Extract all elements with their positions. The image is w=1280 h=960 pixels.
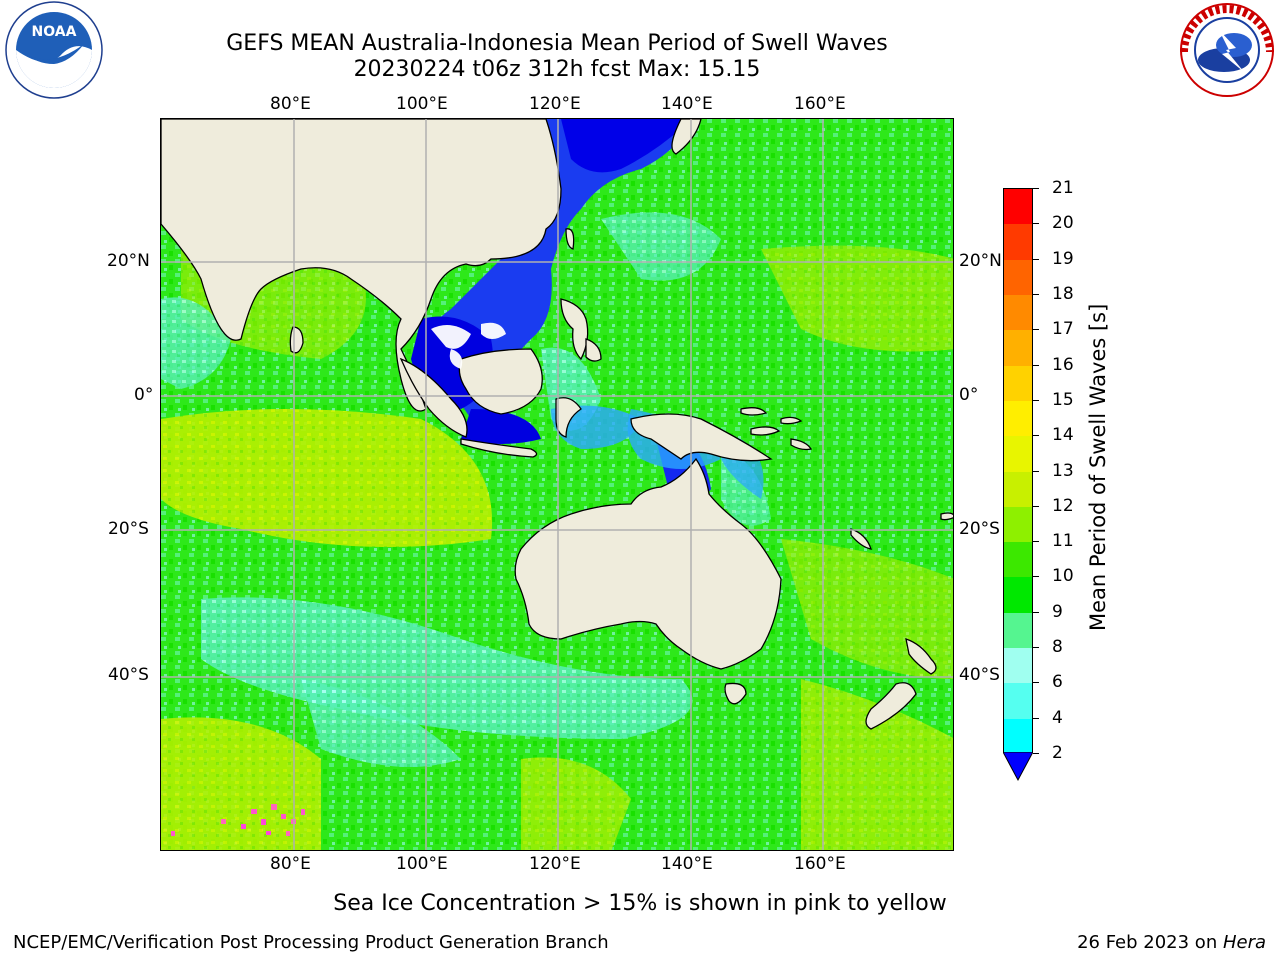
colorbar-tick-mark — [1033, 188, 1039, 189]
colorbar-tick-mark — [1033, 223, 1039, 225]
map-canvas — [161, 119, 953, 850]
colorbar-segment — [1004, 542, 1032, 578]
lat-tick-right-40s: 40°S — [959, 665, 1000, 685]
colorbar-tick-label: 18 — [1052, 283, 1074, 304]
graticule — [161, 119, 953, 850]
colorbar-segment — [1004, 471, 1032, 508]
lat-tick-left-20s: 20°S — [108, 519, 149, 539]
map-title-line2: 20230224 t06z 312h fcst Max: 15.15 — [353, 57, 761, 82]
colorbar-tick-mark — [1033, 258, 1039, 260]
footer-date: 26 Feb 2023 on Hera — [1077, 932, 1266, 953]
map-title-line1: GEFS MEAN Australia-Indonesia Mean Perio… — [226, 31, 888, 56]
colorbar-tick-label: 2 — [1052, 743, 1063, 763]
colorbar-tick-label: 11 — [1052, 531, 1074, 552]
colorbar-tick-label: 12 — [1052, 495, 1074, 516]
colorbar-tick-label: 8 — [1052, 637, 1063, 658]
colorbar-segment — [1004, 683, 1032, 720]
sea-ice-caption: Sea Ice Concentration > 15% is shown in … — [333, 891, 947, 916]
lon-tick-bottom-80e: 80°E — [270, 854, 311, 874]
lat-tick-left-0: 0° — [134, 385, 154, 405]
lon-tick-bottom-160e: 160°E — [794, 854, 846, 874]
colorbar-tick-label: 15 — [1052, 389, 1074, 410]
colorbar-tick-mark — [1033, 682, 1039, 684]
colorbar-segment — [1004, 224, 1032, 261]
lat-tick-right-20s: 20°S — [959, 519, 1000, 539]
colorbar-tick-mark — [1033, 541, 1039, 543]
colorbar-segment — [1004, 612, 1032, 649]
footer-date-text: 26 Feb 2023 on — [1077, 932, 1223, 953]
swell-period-map — [160, 118, 954, 851]
colorbar-segment — [1004, 400, 1032, 437]
colorbar-tick-label: 17 — [1052, 319, 1074, 340]
colorbar-tick-mark — [1033, 576, 1039, 578]
colorbar-tick-mark — [1033, 364, 1039, 366]
colorbar-tick-label: 21 — [1052, 178, 1074, 198]
colorbar-tick-label: 13 — [1052, 460, 1074, 481]
colorbar-tick-mark — [1033, 435, 1039, 437]
lon-tick-bottom-120e: 120°E — [529, 854, 581, 874]
colorbar-tick-label: 16 — [1052, 354, 1074, 375]
lon-tick-top-80e: 80°E — [270, 94, 311, 114]
lon-tick-top-140e: 140°E — [661, 94, 713, 114]
noaa-logo: NOAA — [4, 0, 104, 100]
lon-tick-top-160e: 160°E — [794, 94, 846, 114]
colorbar-tick-mark — [1033, 505, 1039, 507]
colorbar-tick-label: 6 — [1052, 672, 1063, 693]
colorbar-tick-mark — [1033, 293, 1039, 295]
colorbar-tick-label: 19 — [1052, 248, 1074, 269]
lon-tick-bottom-140e: 140°E — [661, 854, 713, 874]
lat-tick-left-20n: 20°N — [107, 251, 150, 271]
colorbar-tick-label: 14 — [1052, 425, 1074, 446]
colorbar-tick-mark — [1033, 329, 1039, 331]
colorbar-tick-label: 20 — [1052, 213, 1074, 234]
colorbar-tick-mark — [1033, 399, 1039, 401]
footer-credit: NCEP/EMC/Verification Post Processing Pr… — [13, 932, 609, 953]
svg-text:NOAA: NOAA — [32, 24, 77, 40]
lat-tick-right-20n: 20°N — [959, 251, 1002, 271]
landmass-group — [161, 119, 953, 730]
nws-logo — [1174, 0, 1280, 100]
colorbar-tick-mark — [1033, 647, 1039, 649]
colorbar — [1003, 188, 1033, 755]
colorbar-tick-mark — [1033, 717, 1039, 719]
lat-tick-left-40s: 40°S — [108, 665, 149, 685]
colorbar-segment — [1004, 648, 1032, 684]
colorbar-tick-label: 4 — [1052, 707, 1063, 728]
lon-tick-top-120e: 120°E — [529, 94, 581, 114]
colorbar-segment — [1004, 506, 1032, 543]
footer-host: Hera — [1222, 932, 1266, 953]
colorbar-tick-mark — [1033, 470, 1039, 472]
colorbar-tick-mark — [1033, 753, 1039, 754]
lon-tick-bottom-100e: 100°E — [396, 854, 448, 874]
colorbar-extend-arrow — [1002, 751, 1034, 782]
colorbar-segment — [1004, 436, 1032, 472]
colorbar-tick-label: 9 — [1052, 601, 1063, 622]
colorbar-tick-mark — [1033, 611, 1039, 613]
colorbar-segment — [1004, 365, 1032, 402]
colorbar-segment — [1004, 259, 1032, 296]
colorbar-tick-label: 10 — [1052, 566, 1074, 587]
colorbar-segment — [1004, 330, 1032, 367]
lat-tick-right-0: 0° — [959, 385, 979, 405]
colorbar-segment — [1004, 718, 1032, 755]
lon-tick-top-100e: 100°E — [396, 94, 448, 114]
colorbar-label: Mean Period of Swell Waves [s] — [1086, 303, 1110, 631]
colorbar-segment — [1004, 189, 1032, 225]
colorbar-segment — [1004, 294, 1032, 331]
colorbar-segment — [1004, 577, 1032, 614]
